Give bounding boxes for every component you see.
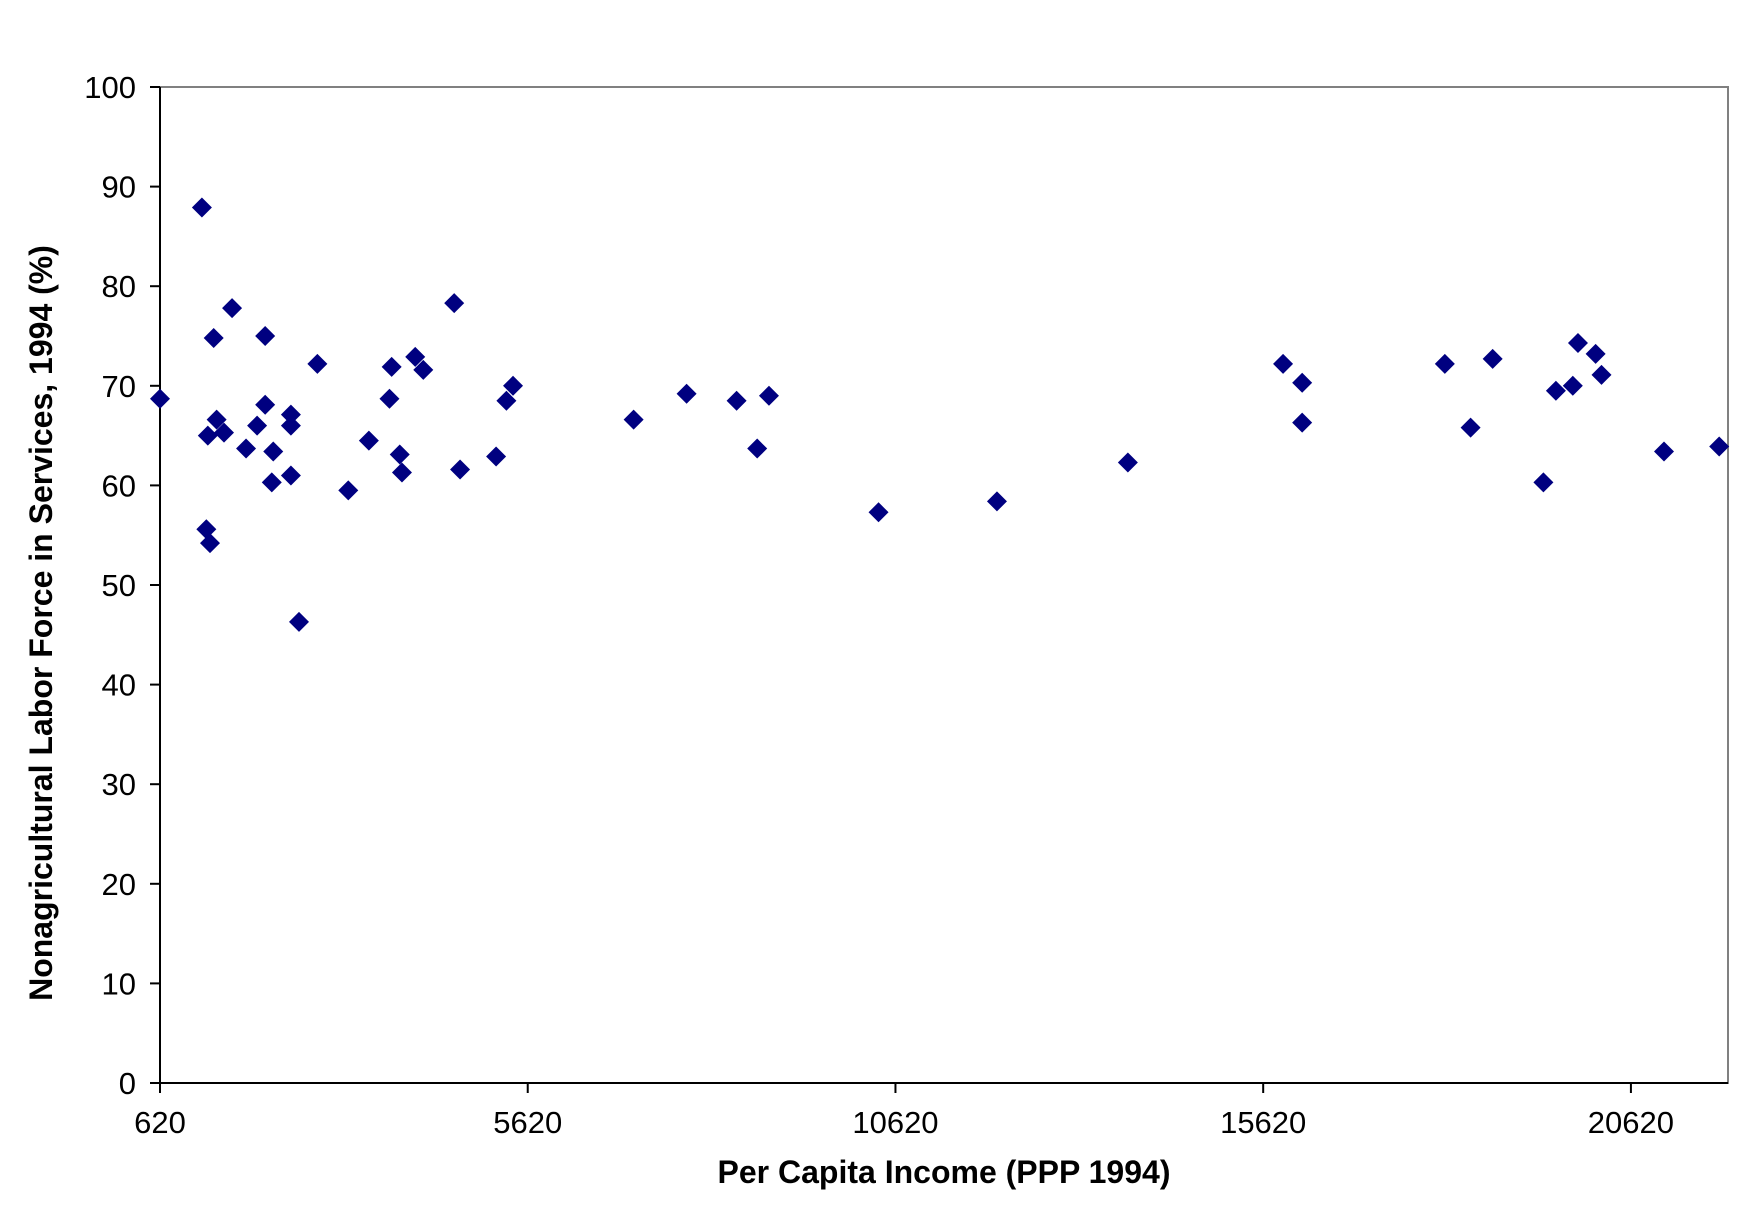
y-tick-label: 80 — [102, 269, 136, 304]
data-point-marker — [747, 438, 768, 459]
data-point-marker — [496, 390, 517, 411]
x-tick-label: 20620 — [1588, 1105, 1674, 1140]
data-point-marker — [203, 327, 224, 348]
data-point-marker — [213, 422, 234, 443]
data-point-marker — [868, 502, 889, 523]
data-point-marker — [726, 390, 747, 411]
data-point-marker — [255, 326, 276, 346]
y-tick-label: 40 — [102, 668, 136, 703]
data-point-marker — [381, 356, 402, 377]
x-tick-label: 10620 — [852, 1105, 938, 1140]
data-point-marker — [150, 388, 170, 409]
data-point-marker — [1482, 348, 1503, 369]
data-point-marker — [676, 383, 697, 404]
data-point-marker — [1585, 343, 1606, 364]
data-point-marker — [1562, 375, 1583, 396]
data-point-marker — [280, 465, 301, 486]
y-axis-title: Nonagricultural Labor Force in Services,… — [23, 245, 59, 1001]
data-point-marker — [197, 425, 218, 446]
data-point-marker — [1654, 441, 1675, 462]
y-tick-label: 30 — [102, 767, 136, 802]
data-point-marker — [1273, 353, 1294, 374]
y-tick-label: 90 — [102, 170, 136, 205]
data-point-marker — [623, 409, 644, 430]
data-point-marker — [1709, 436, 1730, 457]
data-point-marker — [391, 462, 412, 483]
data-point-marker — [196, 519, 217, 540]
plot-area-frame — [159, 86, 1729, 1084]
data-point-marker — [1533, 472, 1554, 493]
x-axis-title: Per Capita Income (PPP 1994) — [718, 1154, 1171, 1190]
y-tick-label: 100 — [84, 70, 136, 105]
data-point-marker — [338, 480, 359, 501]
data-point-marker — [222, 298, 243, 319]
data-point-marker — [503, 375, 524, 396]
data-point-marker — [986, 491, 1007, 512]
data-point-marker — [486, 446, 507, 467]
data-point-marker — [255, 394, 276, 415]
data-point-marker — [1292, 372, 1313, 393]
data-point-marker — [1545, 380, 1566, 401]
data-point-marker — [191, 197, 212, 218]
data-point-marker — [236, 438, 257, 459]
data-point-marker — [358, 430, 379, 451]
data-point-marker — [247, 415, 268, 436]
data-point-marker — [200, 533, 221, 554]
y-tick-label: 60 — [102, 468, 136, 503]
data-point-marker — [379, 388, 400, 409]
y-tick-label: 70 — [102, 369, 136, 404]
y-tick-label: 20 — [102, 867, 136, 902]
data-point-marker — [758, 385, 779, 406]
data-point-marker — [450, 459, 471, 480]
y-axis-ticks: 0 10 20 30 40 50 60 70 80 90 100 — [84, 70, 160, 1101]
data-point-marker — [289, 611, 310, 632]
x-tick-label: 15620 — [1220, 1105, 1306, 1140]
data-point-marker — [1434, 353, 1455, 374]
data-point-marker — [263, 441, 284, 462]
y-tick-label: 50 — [102, 568, 136, 603]
data-point-marker — [1460, 417, 1481, 438]
x-tick-label: 5620 — [493, 1105, 562, 1140]
data-point-marker — [405, 346, 426, 367]
data-point-marker — [1591, 364, 1612, 385]
x-axis-ticks: 620 5620 10620 15620 20620 — [134, 1083, 1674, 1140]
data-point-marker — [280, 404, 301, 425]
y-tick-label: 0 — [119, 1066, 136, 1101]
data-point-marker — [389, 444, 410, 465]
data-point-marker — [261, 472, 282, 493]
y-tick-label: 10 — [102, 966, 136, 1001]
data-point-marker — [444, 293, 465, 314]
data-points — [150, 197, 1730, 632]
data-point-marker — [1117, 452, 1138, 473]
data-point-marker — [413, 359, 434, 380]
data-point-marker — [1567, 332, 1588, 353]
data-point-marker — [307, 353, 328, 374]
x-tick-label: 620 — [134, 1105, 186, 1140]
data-point-marker — [206, 409, 227, 430]
data-point-marker — [280, 415, 301, 436]
data-point-marker — [1292, 412, 1313, 433]
